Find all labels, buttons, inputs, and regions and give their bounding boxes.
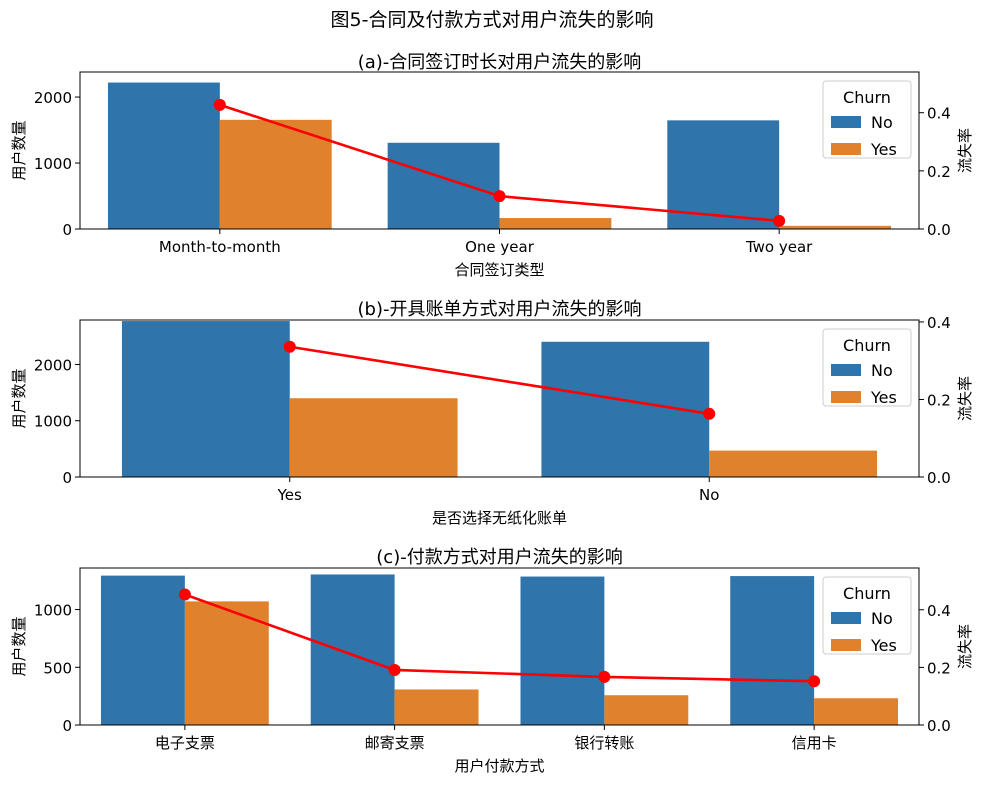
y2-tick-label: 0.0	[927, 717, 951, 735]
bar-yes-1	[184, 601, 269, 725]
churn-rate-line	[289, 345, 710, 416]
y-tick-label: 2000	[34, 89, 72, 107]
churn-rate-point-1	[283, 340, 296, 353]
subplot-title: (a)-合同签订时长对用户流失的影响	[358, 52, 642, 73]
legend-swatch-yes	[831, 391, 861, 403]
churn-rate-point-1	[213, 98, 226, 111]
legend-swatch-no	[831, 364, 861, 376]
x-axis-label: 用户付款方式	[454, 757, 544, 775]
y2-tick-label: 0.2	[927, 391, 951, 409]
legend: Churn No Yes	[822, 576, 912, 655]
y-axis-label: 用户数量	[10, 120, 28, 180]
legend-swatch-no	[831, 116, 861, 128]
subplot-title: (c)-付款方式对用户流失的影响	[376, 547, 622, 568]
bar-no-1	[121, 321, 290, 477]
y2-tick-label: 0.0	[927, 221, 951, 239]
bar-no-2	[310, 574, 395, 725]
x-tick-label: Two year	[745, 238, 813, 256]
y2-tick-label: 0.4	[927, 314, 951, 332]
figure-title: 图5-合同及付款方式对用户流失的影响	[331, 9, 654, 31]
bar-no-2	[387, 142, 500, 229]
y-tick-label: 0	[62, 221, 72, 239]
bar-yes-4	[814, 698, 899, 725]
bar-no-1	[107, 82, 220, 229]
churn-rate-point-2	[493, 190, 506, 203]
y-tick-label: 1000	[34, 155, 72, 173]
legend-swatch-yes	[831, 639, 861, 651]
legend-label-yes: Yes	[870, 388, 897, 407]
x-tick-label: 银行转账	[574, 734, 634, 752]
x-axis-label: 合同签订类型	[454, 261, 544, 279]
y2-axis-label: 流失率	[956, 376, 974, 421]
legend-title: Churn	[843, 584, 891, 603]
subplot-title: (b)-开具账单方式对用户流失的影响	[358, 299, 642, 320]
y-tick-label: 2000	[34, 356, 72, 374]
legend-box	[822, 576, 912, 655]
y-tick-label: 500	[43, 659, 72, 677]
bar-no-3	[520, 576, 605, 725]
bar-yes-2	[499, 218, 612, 229]
legend-box	[822, 328, 912, 407]
churn-rate-point-2	[388, 663, 401, 676]
bar-yes-3	[604, 695, 689, 725]
y2-axis-label: 流失率	[956, 128, 974, 173]
churn-rate-point-3	[598, 670, 611, 683]
legend-title: Churn	[843, 88, 891, 107]
y2-tick-label: 0.4	[927, 602, 951, 620]
legend-label-no: No	[871, 609, 893, 628]
churn-rate-point-1	[178, 588, 191, 601]
x-tick-label: One year	[465, 238, 535, 256]
legend-box	[822, 80, 912, 159]
x-tick-label: 邮寄支票	[365, 734, 425, 752]
legend-swatch-yes	[831, 143, 861, 155]
churn-rate-point-2	[703, 407, 716, 420]
bar-yes-3	[779, 225, 892, 229]
plot-frame	[79, 567, 920, 726]
x-tick-label: 信用卡	[792, 734, 837, 752]
y-tick-label: 1000	[34, 413, 72, 431]
legend-label-yes: Yes	[870, 636, 897, 655]
bar-no-1	[100, 575, 185, 725]
legend: Churn No Yes	[822, 328, 912, 407]
y-tick-label: 0	[62, 717, 72, 735]
churn-rate-point-3	[773, 214, 786, 227]
y2-tick-label: 0.2	[927, 163, 951, 181]
x-tick-label: Month-to-month	[159, 238, 281, 256]
bar-yes-1	[219, 119, 332, 229]
y-axis-label: 用户数量	[10, 616, 28, 676]
bar-yes-1	[289, 398, 458, 477]
legend-swatch-no	[831, 612, 861, 624]
legend-label-no: No	[871, 113, 893, 132]
subplot-b: (b)-开具账单方式对用户流失的影响 Yes No 0 1000 2000 0.0 0.2 0.…	[10, 299, 974, 527]
churn-rate-line	[184, 593, 815, 683]
legend-title: Churn	[843, 336, 891, 355]
y2-tick-label: 0.0	[927, 469, 951, 487]
bar-no-4	[730, 576, 815, 725]
bar-yes-2	[394, 689, 479, 725]
churn-rate-point-4	[808, 675, 821, 688]
y-tick-label: 1000	[34, 602, 72, 620]
legend-label-yes: Yes	[870, 140, 897, 159]
y-axis-label: 用户数量	[10, 368, 28, 428]
bar-no-3	[667, 120, 780, 229]
x-axis-label: 是否选择无纸化账单	[432, 509, 567, 527]
y2-tick-label: 0.4	[927, 105, 951, 123]
x-tick-label: 电子支票	[155, 734, 215, 752]
legend: Churn No Yes	[822, 80, 912, 159]
subplot-a: (a)-合同签订时长对用户流失的影响 Month-to-month One year…	[10, 52, 974, 279]
legend-label-no: No	[871, 361, 893, 380]
y2-axis-label: 流失率	[956, 624, 974, 669]
x-tick-label: No	[699, 486, 719, 504]
y2-tick-label: 0.2	[927, 659, 951, 677]
x-tick-label: Yes	[277, 486, 302, 504]
y-tick-label: 0	[62, 469, 72, 487]
plot-frame	[79, 319, 920, 478]
bar-yes-2	[709, 450, 878, 477]
